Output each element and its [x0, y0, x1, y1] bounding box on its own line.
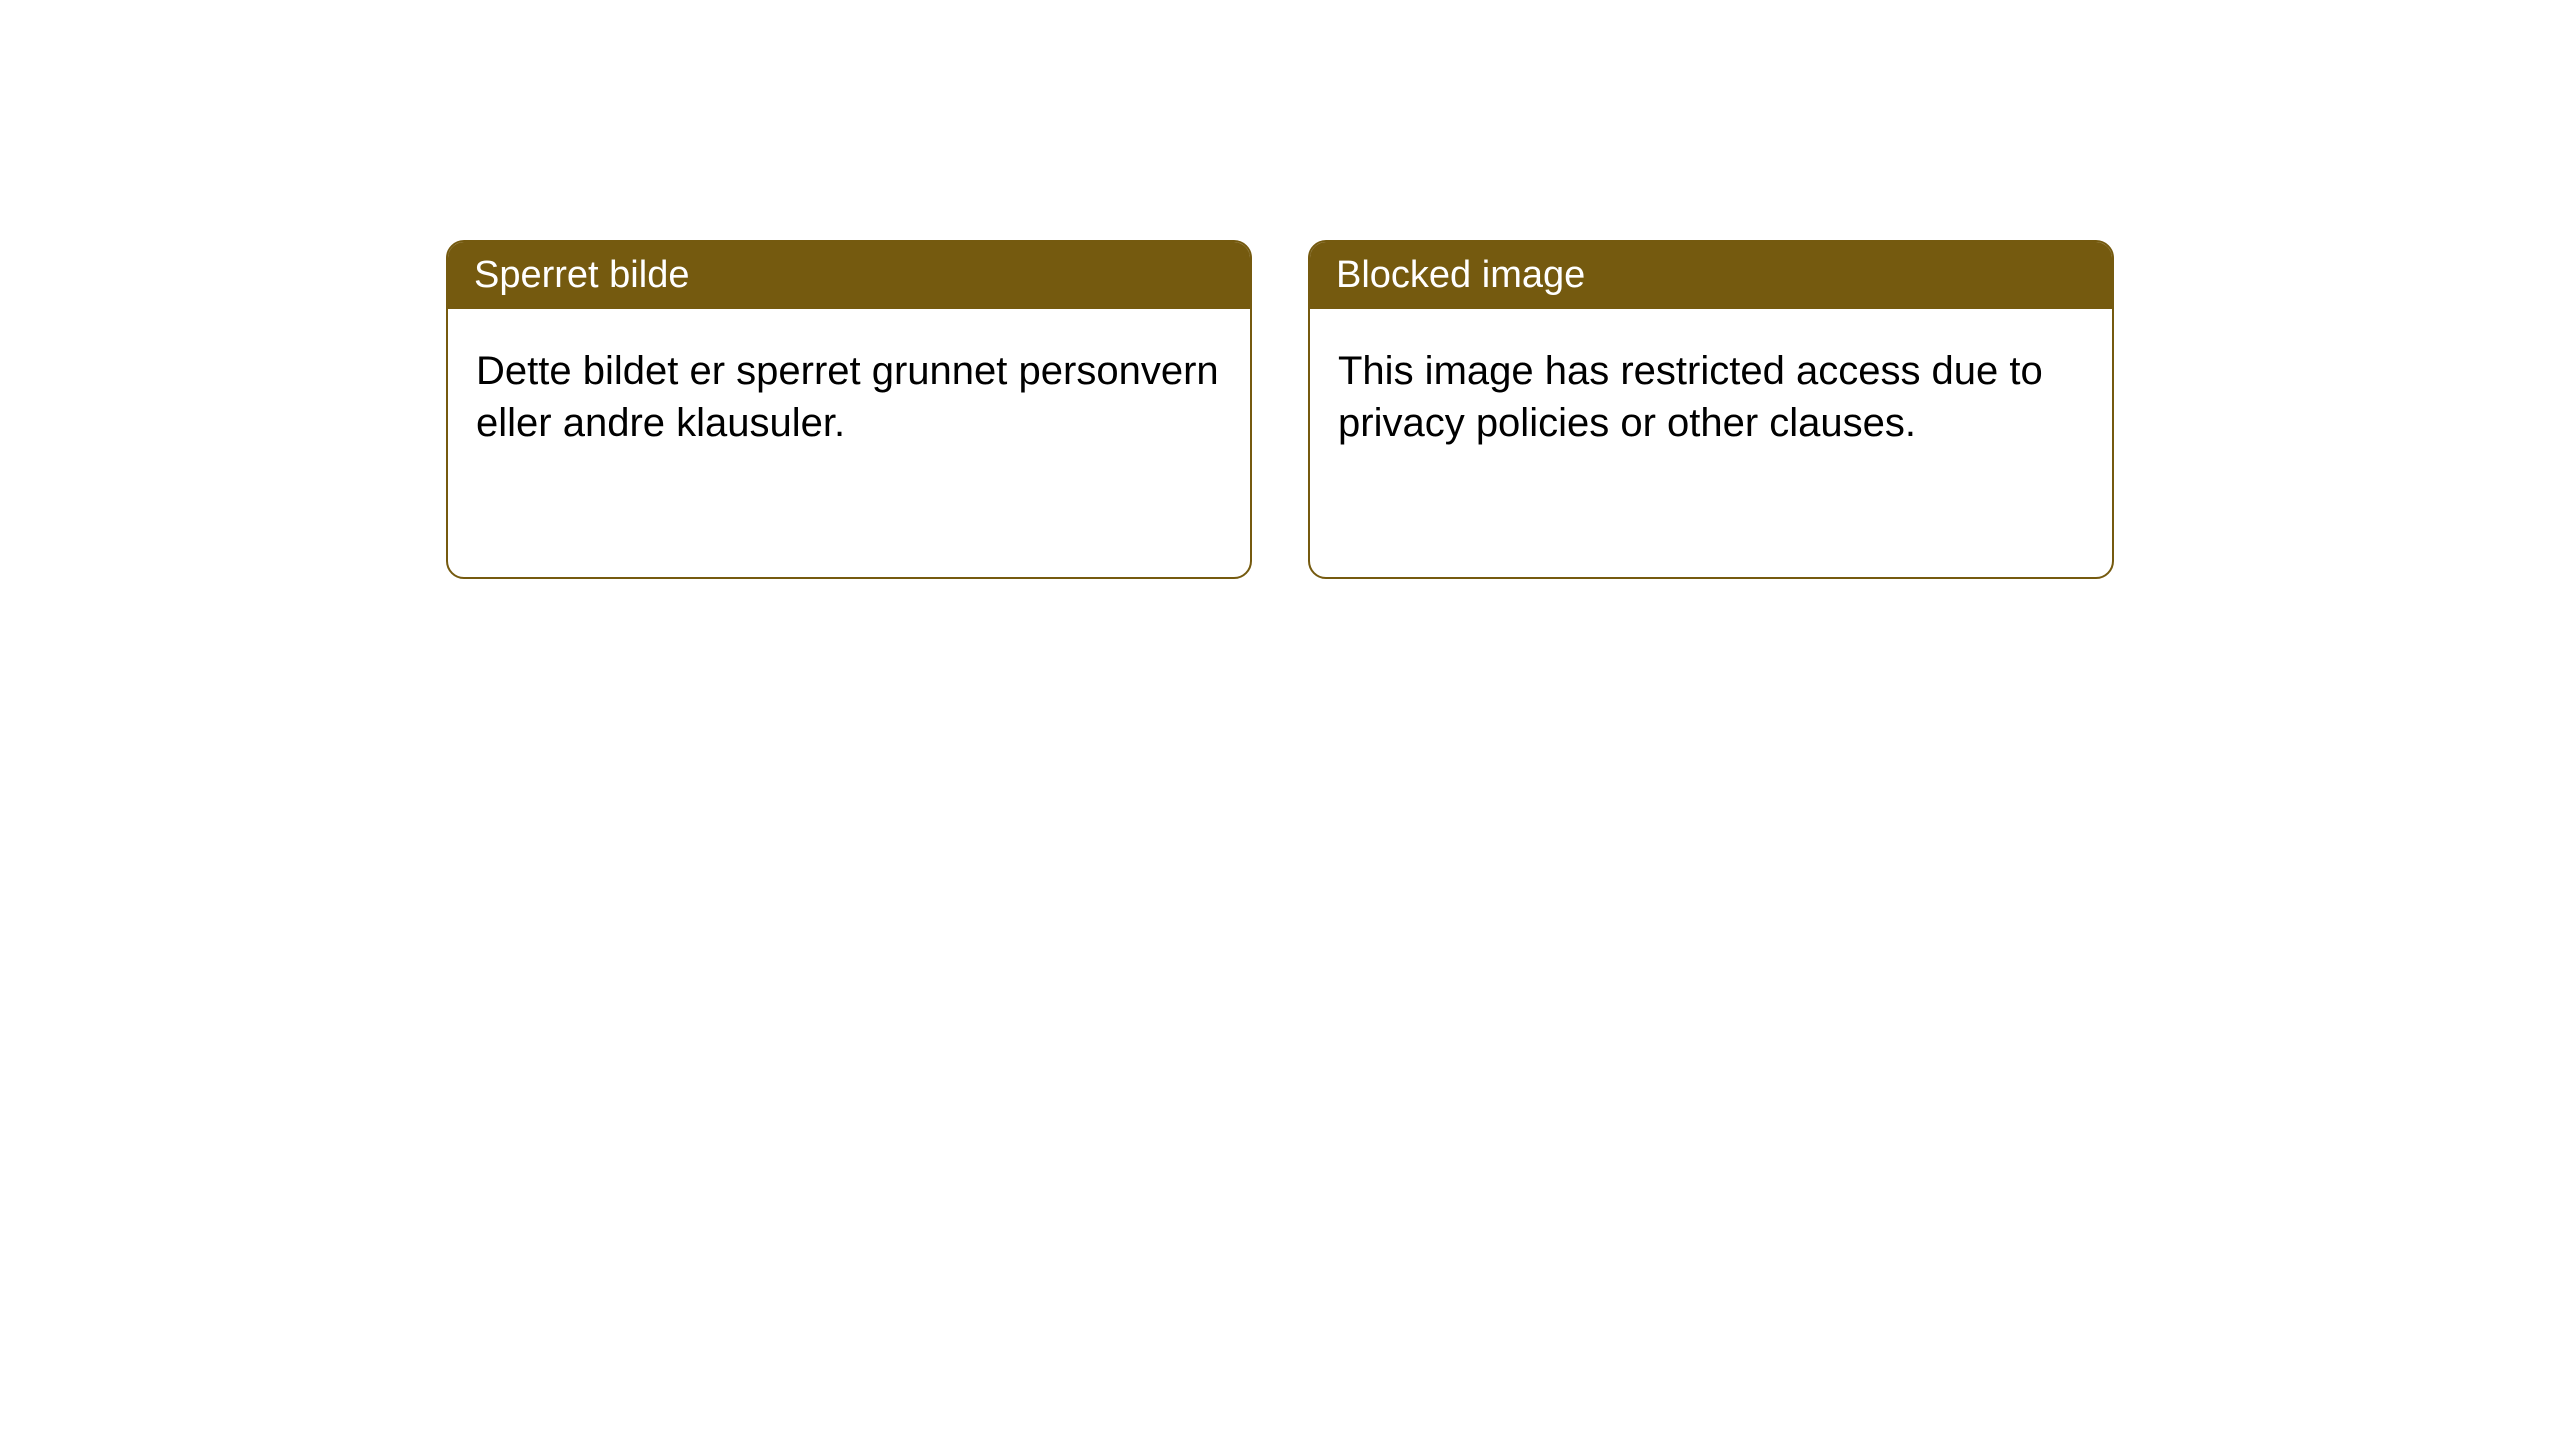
notice-title-norwegian: Sperret bilde: [474, 254, 689, 296]
notice-body-norwegian: Dette bildet er sperret grunnet personve…: [448, 309, 1250, 485]
notice-text-english: This image has restricted access due to …: [1338, 349, 2043, 445]
notice-header-english: Blocked image: [1310, 242, 2112, 309]
notice-card-english: Blocked image This image has restricted …: [1308, 240, 2114, 579]
notice-card-norwegian: Sperret bilde Dette bildet er sperret gr…: [446, 240, 1252, 579]
notice-text-norwegian: Dette bildet er sperret grunnet personve…: [476, 349, 1219, 445]
notice-title-english: Blocked image: [1336, 254, 1585, 296]
notice-container: Sperret bilde Dette bildet er sperret gr…: [0, 0, 2560, 579]
notice-body-english: This image has restricted access due to …: [1310, 309, 2112, 485]
notice-header-norwegian: Sperret bilde: [448, 242, 1250, 309]
